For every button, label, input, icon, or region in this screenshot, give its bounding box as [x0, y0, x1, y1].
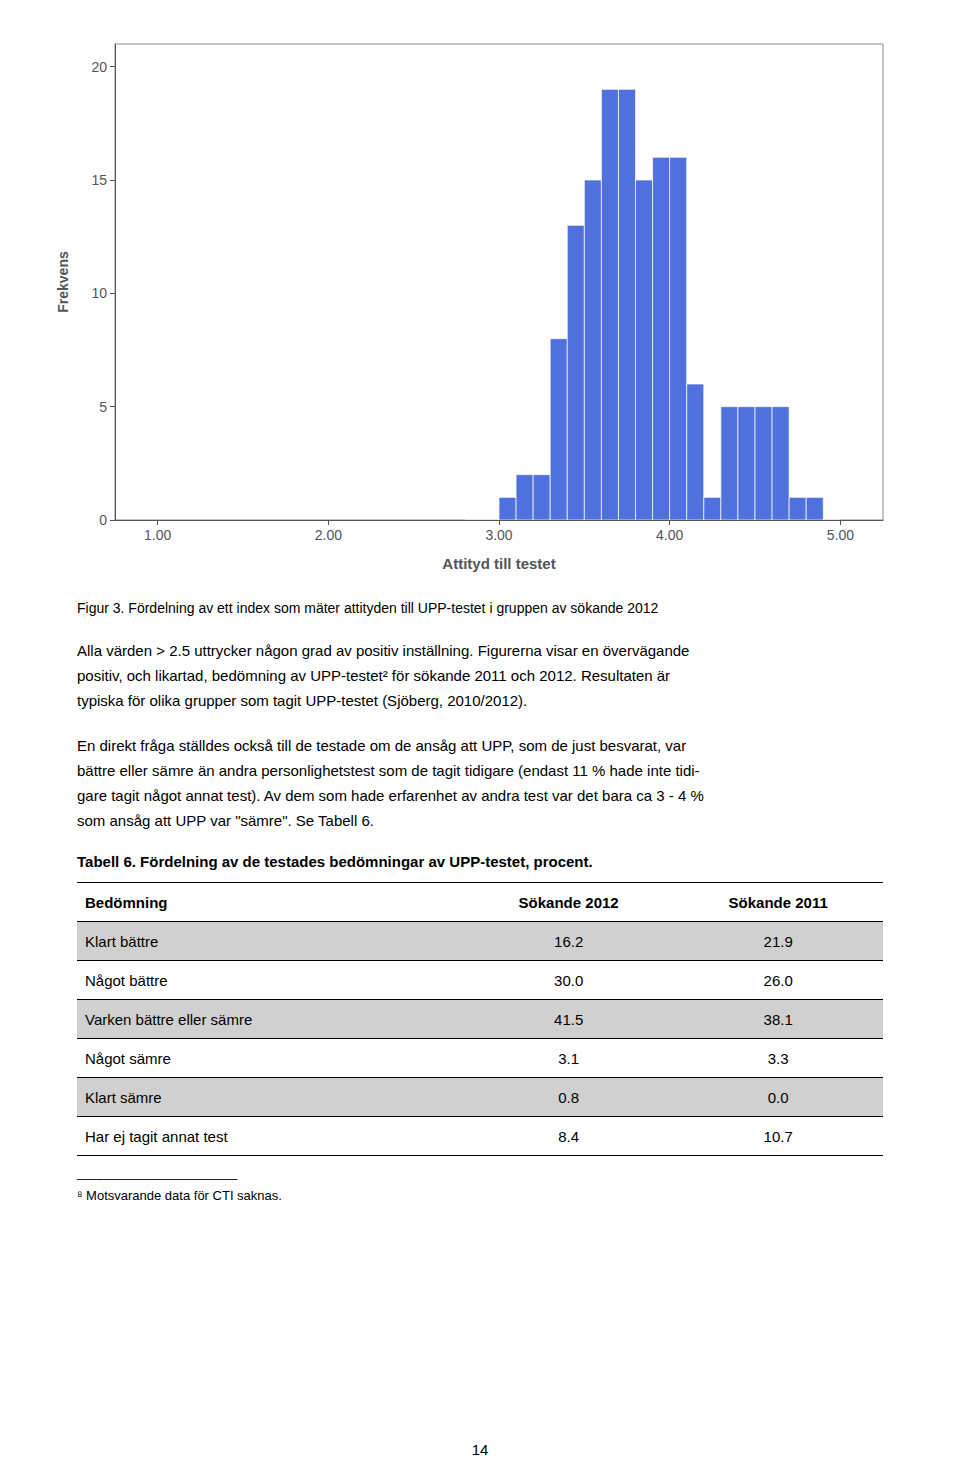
html-text:typiska för olika grupper som: typiska för olika grupper som tagit UPP-… — [77, 692, 528, 709]
html-text:8.4: 8.4 — [558, 1127, 580, 1145]
html-text:0.0: 0.0 — [767, 1088, 789, 1106]
svg-text:Frekvens: Frekvens — [55, 251, 71, 313]
html-text:38.1: 38.1 — [763, 1010, 793, 1028]
svg-text:10: 10 — [91, 285, 107, 301]
svg-text:15: 15 — [91, 172, 107, 188]
svg-text:5: 5 — [99, 399, 107, 415]
html-text:Alla värden > 2.5 uttrycker nå: Alla värden > 2.5 uttrycker någon grad a… — [77, 642, 690, 659]
html-text:positiv, och likartad, bedömni: positiv, och likartad, bedömning av UPP-… — [77, 667, 671, 684]
html-text:Figur 3. Fördelning av ett ind: Figur 3. Fördelning av ett index som mät… — [77, 600, 659, 616]
html-text:Har ej tagit annat test: Har ej tagit annat test — [85, 1127, 228, 1145]
html-text:16.2: 16.2 — [554, 932, 584, 950]
svg-text:4.00: 4.00 — [656, 527, 683, 543]
svg-text:3.00: 3.00 — [485, 527, 512, 543]
html-text:Sökande 2011: Sökande 2011 — [728, 893, 828, 911]
html-text:gare tagit något annat test).: gare tagit något annat test). Av dem som… — [77, 787, 704, 804]
html-text:Klart sämre: Klart sämre — [85, 1088, 162, 1106]
svg-text:1.00: 1.00 — [144, 527, 171, 543]
html-text:En direkt fråga ställdes också: En direkt fråga ställdes också till de t… — [77, 737, 687, 754]
html-text:3.1: 3.1 — [558, 1049, 580, 1067]
html-text:som ansåg att UPP var "sämre".: som ansåg att UPP var "sämre". Se Tabell… — [77, 812, 374, 829]
html-text:41.5: 41.5 — [554, 1010, 584, 1028]
html-text:Bedömning: Bedömning — [85, 893, 168, 911]
html-text:10.7: 10.7 — [763, 1127, 793, 1145]
svg-text:5.00: 5.00 — [827, 527, 854, 543]
html-text:Något sämre: Något sämre — [85, 1049, 171, 1067]
html-text:Något bättre: Något bättre — [85, 971, 168, 989]
svg-text:Attityd till testet: Attityd till testet — [442, 555, 555, 572]
html-text:Tabell 6. Fördelning av de tes: Tabell 6. Fördelning av de testades bedö… — [77, 853, 593, 870]
svg-text:2.00: 2.00 — [315, 527, 342, 543]
html-text:14: 14 — [471, 1441, 489, 1458]
html-text:21.9: 21.9 — [763, 932, 793, 950]
svg-text:20: 20 — [91, 59, 107, 75]
html-text:bättre eller sämre än andra pe: bättre eller sämre än andra personlighet… — [77, 762, 700, 779]
html-text:Klart bättre: Klart bättre — [85, 932, 159, 950]
html-text:3.3: 3.3 — [767, 1049, 789, 1067]
html-text:0.8: 0.8 — [558, 1088, 580, 1106]
html-text:⁸ Motsvarande data för CTI sak: ⁸ Motsvarande data för CTI saknas. — [77, 1188, 282, 1203]
html-text:26.0: 26.0 — [763, 971, 793, 989]
svg-text:0: 0 — [99, 512, 107, 528]
html-text:Sökande 2012: Sökande 2012 — [518, 893, 619, 911]
html-text:30.0: 30.0 — [554, 971, 584, 989]
html-text:Varken bättre eller sämre: Varken bättre eller sämre — [85, 1010, 253, 1028]
